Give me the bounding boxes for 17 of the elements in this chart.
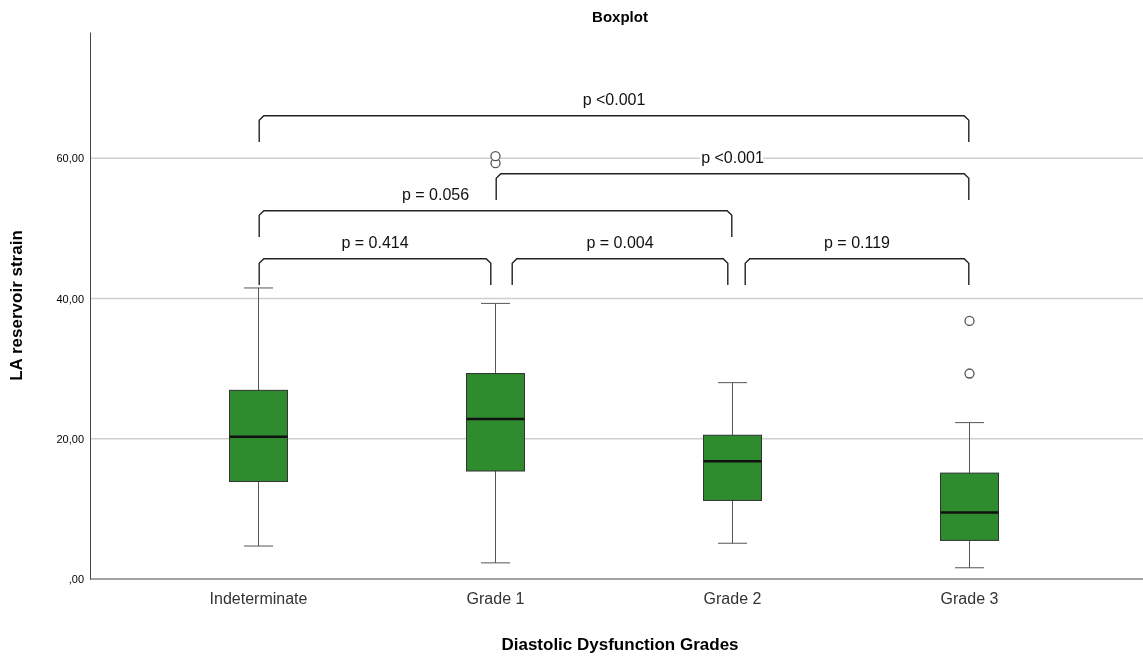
y-tick-label: 60,00 xyxy=(56,152,84,165)
annotation: p = 0.004 xyxy=(586,234,654,251)
y-axis-title: LA reservoir strain xyxy=(7,230,26,381)
annotation: p = 0.119 xyxy=(824,234,891,251)
x-axis-title: Diastolic Dysfunction Grades xyxy=(501,635,739,654)
annotation: p <0.001 xyxy=(582,91,646,108)
x-tick-label: Grade 2 xyxy=(703,590,762,608)
y-tick-label: 40,00 xyxy=(56,292,84,305)
x-tick-label: Indeterminate xyxy=(209,590,308,608)
y-tick-label: ,00 xyxy=(68,573,84,586)
chart-title: Boxplot xyxy=(592,8,648,25)
annotation: p <0.001 xyxy=(701,149,764,166)
annotation: p = 0.414 xyxy=(341,234,409,251)
y-tick-label: 20,00 xyxy=(56,432,84,445)
x-tick-label: Grade 3 xyxy=(940,590,999,608)
x-tick-label: Grade 1 xyxy=(466,590,525,608)
annotation: p = 0.056 xyxy=(401,186,470,203)
